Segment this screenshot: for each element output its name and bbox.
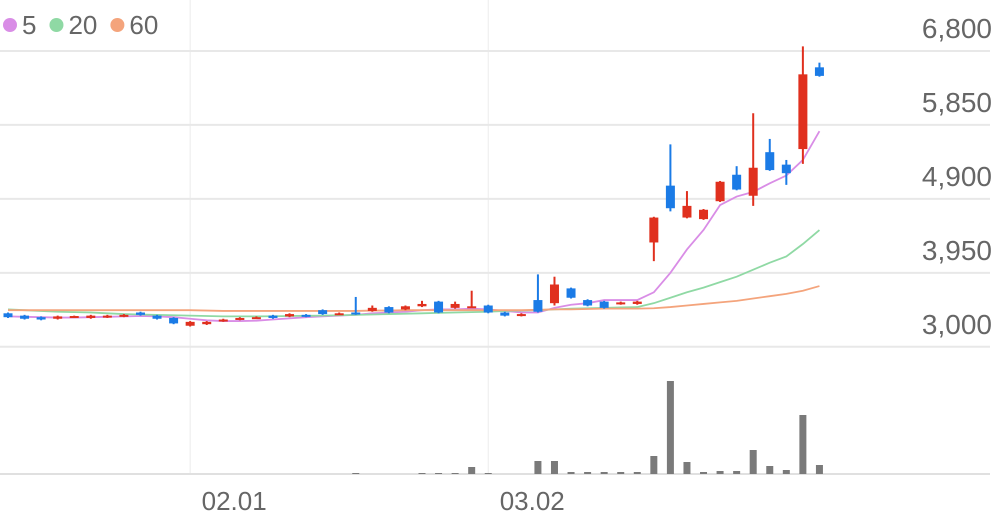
volume-bar	[567, 472, 575, 474]
volume-bar	[799, 415, 807, 474]
ma-line	[8, 285, 820, 312]
volume-bar	[700, 472, 708, 474]
candle-body	[86, 315, 96, 318]
candle-body	[251, 317, 261, 320]
candle-body	[583, 300, 593, 306]
candle-body	[400, 306, 410, 310]
volume-bar	[418, 473, 426, 474]
volume-bar	[683, 462, 691, 474]
candle-body	[699, 209, 709, 220]
volume-bar	[352, 473, 360, 474]
candle-body	[268, 315, 278, 318]
candle-body	[285, 314, 295, 317]
volume-bar	[484, 473, 492, 474]
volume-bar	[716, 471, 724, 474]
x-tick-label: 03.02	[500, 486, 565, 516]
legend-label: 60	[129, 10, 158, 40]
candle-body	[367, 307, 377, 311]
legend-label: 20	[68, 10, 97, 40]
candle-body	[218, 319, 228, 322]
candle-body	[119, 314, 129, 317]
candle-body	[715, 181, 725, 202]
candle-body	[135, 312, 145, 315]
candle-body	[781, 164, 791, 174]
candle-body	[483, 305, 493, 313]
candle-body	[814, 67, 824, 76]
candle-body	[549, 284, 559, 304]
candle-body	[533, 300, 543, 312]
candle-body	[102, 315, 112, 318]
volume-bar	[666, 381, 674, 474]
legend: 5 20 60	[3, 10, 158, 40]
volume-bar	[550, 461, 558, 474]
volume-bar	[633, 472, 641, 474]
candle-body	[616, 302, 626, 305]
volume-bar	[584, 472, 592, 474]
volume-bar	[435, 473, 443, 474]
candle-body	[334, 313, 344, 316]
candle-body	[682, 205, 692, 218]
candle-body	[632, 301, 642, 304]
candle-body	[434, 301, 444, 313]
candle-body	[384, 307, 394, 313]
candle-body	[665, 185, 675, 209]
candle-body	[53, 316, 63, 319]
volume-bar	[749, 450, 757, 474]
candle-body	[152, 315, 162, 319]
candle-body	[235, 317, 245, 320]
candle-body	[732, 174, 742, 190]
candle-body	[202, 321, 212, 325]
candle-body	[69, 316, 79, 319]
candle-body	[169, 317, 179, 324]
legend-label: 5	[22, 10, 36, 40]
candle-body	[566, 288, 576, 298]
volume-bar	[468, 467, 476, 474]
candle-body	[649, 217, 659, 243]
legend-swatch	[110, 18, 125, 32]
candle-body	[467, 306, 477, 309]
y-tick-label: 4,900	[922, 161, 992, 192]
ma-line	[7, 130, 821, 322]
x-tick-label: 02.01	[202, 486, 267, 516]
volume-bar	[782, 470, 790, 474]
candle-body	[450, 303, 460, 308]
y-tick-label: 3,000	[922, 309, 992, 340]
volume-bar	[650, 456, 658, 474]
candle-body	[318, 310, 328, 315]
volume-bar	[617, 472, 625, 474]
y-tick-label: 5,850	[922, 87, 992, 118]
volume-bar	[733, 471, 741, 474]
legend-swatch	[49, 18, 64, 32]
candle-body	[417, 303, 427, 307]
candle-body	[748, 167, 758, 196]
candle-body	[765, 152, 775, 171]
candle-body	[20, 315, 30, 319]
y-tick-label: 6,800	[922, 13, 992, 44]
volume-bar	[815, 465, 823, 474]
candle-body	[36, 317, 46, 320]
candle-body	[185, 321, 195, 326]
volume-bar	[600, 472, 608, 474]
volume-bar	[766, 466, 774, 474]
candle-body	[351, 312, 361, 315]
candle-body	[301, 314, 311, 317]
volume-bar	[534, 461, 542, 474]
candle-body	[3, 313, 13, 318]
volume-bar	[451, 473, 459, 474]
candle-body	[500, 312, 510, 316]
y-tick-label: 3,950	[922, 235, 992, 266]
candle-body	[599, 301, 609, 308]
candle-body	[798, 74, 808, 150]
legend-swatch	[3, 18, 17, 32]
candle-body	[516, 314, 526, 317]
